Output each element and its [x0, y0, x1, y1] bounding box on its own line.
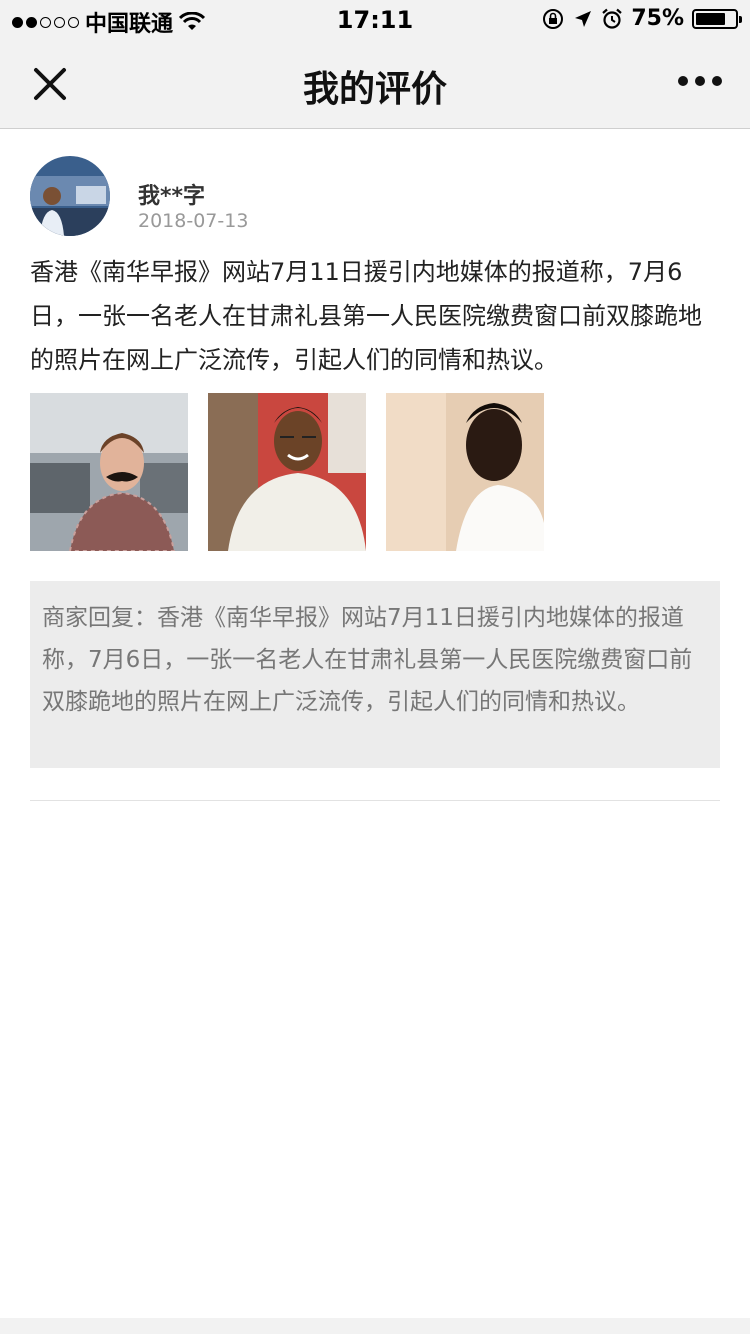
rotation-lock-icon [543, 8, 564, 29]
merchant-reply: 商家回复：香港《南华早报》网站7月11日援引内地媒体的报道称，7月6日，一张一名… [30, 581, 720, 768]
bottom-strip [0, 1318, 750, 1334]
battery-icon [692, 8, 742, 29]
battery-percent: 75% [631, 6, 684, 31]
battery-fill [696, 12, 725, 25]
wifi-icon [179, 12, 206, 30]
review-photo-3[interactable] [386, 393, 544, 551]
divider [30, 800, 720, 801]
more-icon[interactable] [678, 76, 722, 86]
avatar[interactable] [30, 156, 110, 236]
review-photo-2[interactable] [208, 393, 366, 551]
status-bar: 中国联通 17:11 75% [0, 0, 750, 40]
username: 我**字 [138, 184, 206, 209]
review-content: 香港《南华早报》网站7月11日援引内地媒体的报道称，7月6日，一张一名老人在甘肃… [30, 258, 702, 374]
status-left: 中国联通 [12, 6, 206, 38]
review-photo-1[interactable] [30, 393, 188, 551]
carrier-label: 中国联通 [85, 12, 174, 37]
signal-icon [12, 16, 79, 28]
alarm-icon [602, 8, 623, 29]
close-icon[interactable] [28, 62, 72, 106]
review-date: 2018-07-13 [138, 210, 249, 232]
status-right: 75% [541, 6, 742, 31]
review-photos [30, 393, 544, 551]
nav-bar: 我的评价 [0, 40, 750, 129]
page-title: 我的评价 [302, 69, 447, 110]
status-time: 17:11 [336, 6, 414, 34]
location-icon [575, 10, 592, 27]
